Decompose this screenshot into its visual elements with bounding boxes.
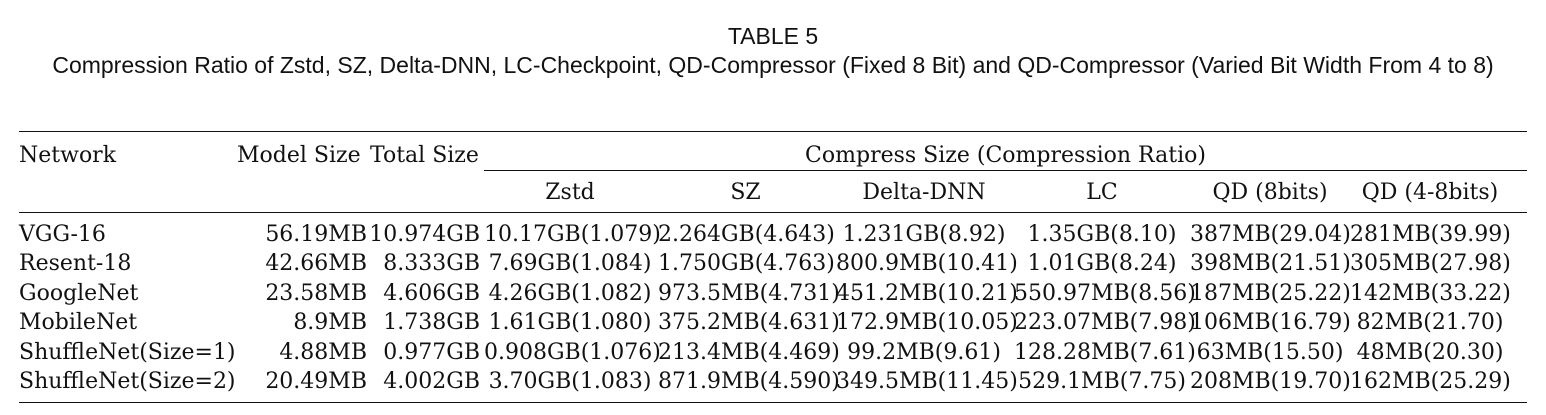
cell-total-size: 0.977GB <box>383 339 480 365</box>
top-rule <box>19 131 1527 132</box>
cell-lc: 128.28MB(7.61) <box>1014 339 1196 365</box>
cell-total-size: 4.002GB <box>383 368 480 394</box>
cell-total-size: 8.333GB <box>383 251 480 277</box>
table-title: Compression Ratio of Zstd, SZ, Delta-DNN… <box>52 52 1494 78</box>
cell-qd-4-8bits: 48MB(20.30) <box>1356 339 1504 365</box>
cell-qd-4-8bits: 142MB(33.22) <box>1350 280 1511 306</box>
table-row: MobileNet 8.9MB 1.738GB 1.61GB(1.080) 37… <box>0 310 1546 339</box>
cell-sz: 973.5MB(4.731) <box>658 280 840 306</box>
cell-lc: 529.1MB(7.75) <box>1018 368 1186 394</box>
cell-qd-8bits: 387MB(29.04) <box>1190 222 1351 247</box>
cell-model-size: 56.19MB <box>265 222 367 247</box>
cell-delta-dnn: 349.5MB(11.45) <box>836 368 1018 394</box>
cell-lc: 1.35GB(8.10) <box>1027 222 1177 247</box>
header-lc: LC <box>1086 180 1118 205</box>
cell-zstd: 7.69GB(1.084) <box>488 251 652 277</box>
cell-qd-4-8bits: 162MB(25.29) <box>1350 368 1511 394</box>
table-caption: TABLE 5 Compression Ratio of Zstd, SZ, D… <box>0 22 1546 80</box>
cell-network: ShuffleNet(Size=1) <box>19 339 236 365</box>
cell-zstd: 3.70GB(1.083) <box>488 368 652 394</box>
cell-delta-dnn: 800.9MB(10.41) <box>836 251 1018 277</box>
header-total-size: Total Size <box>370 143 479 168</box>
group-rule <box>484 170 1527 171</box>
cell-model-size: 42.66MB <box>265 251 367 277</box>
cell-zstd: 0.908GB(1.076) <box>484 339 661 365</box>
header-compress-group: Compress Size (Compression Ratio) <box>805 143 1206 168</box>
cell-sz: 2.264GB(4.643) <box>658 222 835 247</box>
cell-model-size: 8.9MB <box>293 310 367 336</box>
cell-total-size: 1.738GB <box>383 310 480 336</box>
cell-delta-dnn: 451.2MB(10.21) <box>836 280 1018 306</box>
header-qd-4-8bits: QD (4-8bits) <box>1361 180 1499 205</box>
cell-network: VGG-16 <box>19 222 106 247</box>
cell-total-size: 4.606GB <box>383 280 480 306</box>
cell-network: ShuffleNet(Size=2) <box>19 368 236 394</box>
cell-lc: 1.01GB(8.24) <box>1027 251 1177 277</box>
cell-network: MobileNet <box>19 310 138 336</box>
header-qd-8bits: QD (8bits) <box>1212 180 1328 205</box>
cell-qd-8bits: 208MB(19.70) <box>1190 368 1351 394</box>
cell-qd-4-8bits: 82MB(21.70) <box>1356 310 1504 336</box>
cell-delta-dnn: 99.2MB(9.61) <box>847 339 1001 365</box>
cell-model-size: 4.88MB <box>279 339 367 365</box>
cell-sz: 871.9MB(4.590) <box>658 368 840 394</box>
cell-sz: 1.750GB(4.763) <box>658 251 835 277</box>
cell-lc: 550.97MB(8.56) <box>1014 280 1196 306</box>
table-row: ShuffleNet(Size=2) 20.49MB 4.002GB 3.70G… <box>0 369 1546 398</box>
cell-sz: 213.4MB(4.469) <box>658 339 840 365</box>
cell-qd-8bits: 187MB(25.22) <box>1190 280 1351 306</box>
bottom-rule <box>19 402 1527 403</box>
table-label: TABLE 5 <box>727 23 819 49</box>
table-row: GoogleNet 23.58MB 4.606GB 4.26GB(1.082) … <box>0 281 1546 310</box>
cell-qd-8bits: 398MB(21.51) <box>1190 251 1351 277</box>
cell-zstd: 4.26GB(1.082) <box>488 280 652 306</box>
cell-qd-4-8bits: 305MB(27.98) <box>1350 251 1511 277</box>
header-network: Network <box>19 143 117 168</box>
header-rule <box>19 212 1527 213</box>
header-delta-dnn: Delta-DNN <box>862 180 986 205</box>
table-row: Resent-18 42.66MB 8.333GB 7.69GB(1.084) … <box>0 251 1546 280</box>
table-row: VGG-16 56.19MB 10.974GB 10.17GB(1.079) 2… <box>0 222 1546 251</box>
cell-qd-4-8bits: 281MB(39.99) <box>1350 222 1511 247</box>
cell-zstd: 1.61GB(1.080) <box>488 310 652 336</box>
cell-network: GoogleNet <box>19 280 139 306</box>
cell-zstd: 10.17GB(1.079) <box>484 222 661 247</box>
cell-delta-dnn: 172.9MB(10.05) <box>836 310 1018 336</box>
cell-network: Resent-18 <box>19 251 132 277</box>
header-zstd: Zstd <box>545 180 595 205</box>
cell-model-size: 23.58MB <box>265 280 367 306</box>
table-row: ShuffleNet(Size=1) 4.88MB 0.977GB 0.908G… <box>0 340 1546 369</box>
cell-qd-8bits: 63MB(15.50) <box>1196 339 1344 365</box>
header-sz: SZ <box>730 180 761 205</box>
table-body: VGG-16 56.19MB 10.974GB 10.17GB(1.079) 2… <box>0 222 1546 398</box>
cell-qd-8bits: 106MB(16.79) <box>1190 310 1351 336</box>
cell-model-size: 20.49MB <box>265 368 367 394</box>
cell-delta-dnn: 1.231GB(8.92) <box>842 222 1006 247</box>
cell-total-size: 10.974GB <box>369 222 480 247</box>
cell-lc: 223.07MB(7.98) <box>1014 310 1196 336</box>
header-model-size: Model Size <box>237 143 361 168</box>
cell-sz: 375.2MB(4.631) <box>658 310 840 336</box>
